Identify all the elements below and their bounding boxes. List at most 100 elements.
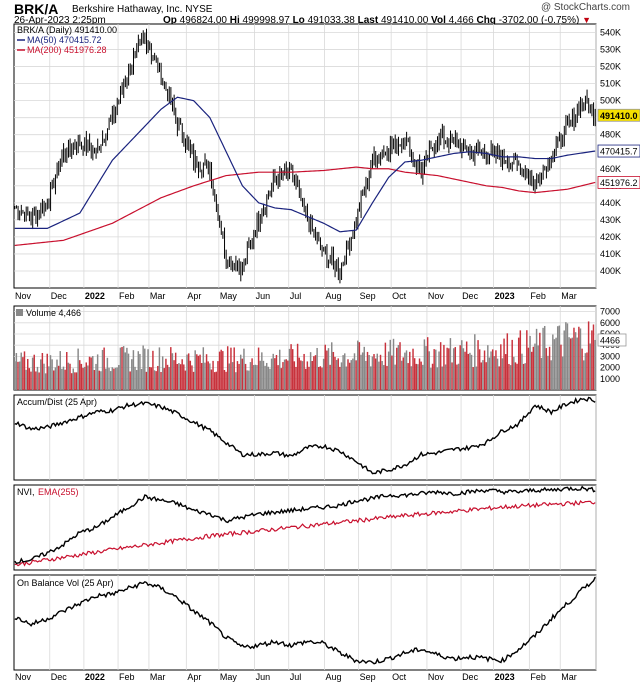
volume-bar [410,366,413,390]
volume-bar [148,366,151,390]
volume-bar [300,360,302,390]
volume-bar [456,364,458,390]
volume-bar [305,368,307,390]
volume-bar [191,365,193,390]
volume-bar [274,358,276,390]
volume-bar [495,350,497,390]
volume-bar [589,343,591,390]
volume-bar [384,342,387,390]
volume-bar [257,347,260,390]
volume-bar [313,356,315,390]
low-value: 491033.38 [307,15,355,26]
month-label: Mar [561,291,577,301]
volume-bar [425,346,427,390]
ma50-last-tag-box [597,144,640,158]
volume-bar [413,358,416,390]
volume-bar [204,362,206,390]
volume-bar [184,370,187,390]
volume-bar [389,339,391,390]
volume-bar [441,366,444,390]
volume-bar [109,371,112,390]
volume-bar [40,359,42,390]
volume-bar [103,347,105,390]
volume-bar [428,351,431,390]
obv-panel-title: On Balance Vol (25 Apr) [17,578,114,588]
volume-bar [318,366,320,390]
volume-bar [291,349,294,390]
volume-bar [277,365,279,390]
volume-bar [205,354,208,390]
volume-bar [282,362,284,390]
volume-bar [231,362,234,390]
volume-bar [75,372,78,390]
volume-bar [142,345,144,390]
volume-bar [209,363,211,390]
volume-bar [194,350,196,390]
volume-bar [80,363,83,390]
volume-bar [72,368,74,390]
volume-bar [365,360,367,390]
volume-bar [18,361,21,390]
volume-y-tick-label: 6000 [600,318,620,328]
volume-bar [233,347,235,390]
volume-bar [174,352,177,390]
volume-bar [322,358,325,390]
price-y-tick-label: 480K [600,130,621,140]
volume-bar [558,325,561,390]
bottom-month-label: Apr [187,672,201,682]
volume-bar [457,363,460,390]
volume-bar [550,360,552,390]
volume-bar [119,347,122,390]
volume-bar [287,360,289,390]
bottom-month-label: 2023 [495,672,515,682]
volume-bar [378,361,380,390]
volume-bar [331,342,333,390]
high-value: 499998.97 [242,15,290,26]
volume-bar [303,353,305,390]
ma50-legend-label: MA(50) 470415.72 [27,35,102,45]
volume-bar [131,359,133,390]
month-label: Dec [462,291,479,301]
volume-bar [155,371,157,390]
volume-bar [568,337,570,390]
nvi-legend-label: NVI, [17,487,35,497]
bottom-month-label: Dec [51,672,68,682]
volume-bar [36,366,39,390]
volume-bar [278,349,281,390]
volume-bar [35,371,37,390]
volume-bar [166,364,169,390]
last-value: 491410.00 [380,15,429,26]
volume-bar [192,371,195,390]
month-label: Oct [392,291,407,301]
volume-bar [101,349,104,390]
volume-bar [15,353,18,390]
volume-bar [582,360,585,390]
volume-bar [366,351,369,390]
volume-bar [358,342,361,390]
volume-bar [20,352,22,390]
volume-bar [430,367,432,390]
volume-bar [548,346,551,390]
volume-bar [256,365,258,390]
volume-bar [196,354,198,390]
volume-bar [69,363,71,390]
volume-bar [140,368,143,390]
volume-bar [44,373,47,390]
price-y-tick-label: 510K [600,79,621,89]
bottom-month-label: Jun [256,672,271,682]
volume-bar [264,365,266,390]
volume-legend-swatch [16,309,23,316]
volume-bar [404,352,406,390]
volume-bar [290,344,292,390]
volume-bar [220,349,222,390]
volume-bar [591,330,593,390]
volume-bar [244,363,247,390]
volume-bar [383,365,385,390]
volume-bar [592,324,595,390]
volume-bar [311,361,313,390]
volume-bar [48,366,50,390]
volume-bar [371,356,374,390]
volume-bar [213,372,216,390]
volume-bar [462,348,465,390]
volume-bar [470,354,473,390]
